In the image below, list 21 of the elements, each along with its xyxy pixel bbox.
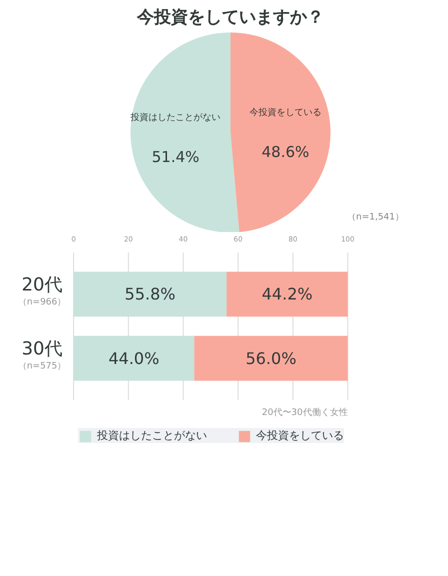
bar	[74, 336, 194, 381]
data-label: 56.0%	[246, 348, 296, 368]
text: （n=966）	[18, 297, 66, 308]
data-label: 55.8%	[124, 284, 176, 304]
y-tick-label: 30代	[22, 338, 62, 360]
bar	[226, 272, 348, 317]
y-tick-label: 20代	[22, 274, 62, 296]
data-label: 44.2%	[262, 284, 313, 304]
data-label: 48.6%	[262, 143, 310, 162]
legend-label: 投資はしたことがない	[97, 428, 207, 443]
data-label: 51.4%	[152, 148, 200, 166]
legend-label: 今投資をしている	[256, 428, 344, 443]
bar	[194, 336, 348, 381]
slice-label: 投資はしたことがない	[130, 112, 221, 123]
chart-title: 今投資をしていますか？	[136, 8, 324, 28]
data-label: 44.0%	[108, 348, 160, 368]
text: （n=1,541）	[346, 212, 404, 222]
text: 20代〜30代働く女性	[262, 406, 348, 418]
text: （n=575）	[18, 362, 66, 372]
slice-label: 今投資をしている	[249, 107, 322, 118]
bar	[74, 272, 227, 317]
